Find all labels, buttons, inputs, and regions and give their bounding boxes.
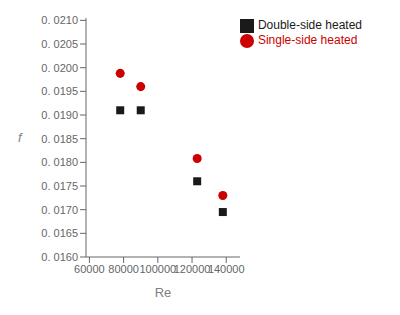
svg-text:0. 0195: 0. 0195 — [41, 85, 78, 97]
svg-text:120000: 120000 — [174, 263, 211, 275]
svg-text:0. 0170: 0. 0170 — [41, 204, 78, 216]
svg-text:0. 0205: 0. 0205 — [41, 38, 78, 50]
html-text:Single-side heated: Single-side heated — [257, 32, 358, 47]
svg-text:f: f — [18, 130, 23, 145]
svg-text:100000: 100000 — [139, 263, 176, 275]
svg-text:60000: 60000 — [74, 263, 105, 275]
svg-text:0. 0175: 0. 0175 — [41, 180, 78, 192]
svg-text:0. 0200: 0. 0200 — [41, 62, 78, 74]
svg-text:0. 0160: 0. 0160 — [41, 251, 78, 263]
svg-text:0. 0165: 0. 0165 — [41, 227, 78, 239]
svg-text:Re: Re — [155, 285, 172, 300]
svg-text:80000: 80000 — [108, 263, 139, 275]
svg-text:0. 0180: 0. 0180 — [41, 156, 78, 168]
svg-text:140000: 140000 — [208, 263, 245, 275]
svg-text:0. 0210: 0. 0210 — [41, 14, 78, 26]
svg-text:0. 0185: 0. 0185 — [41, 133, 78, 145]
html-text:Double-side heated: Double-side heated — [257, 18, 362, 32]
svg-text:0. 0190: 0. 0190 — [41, 109, 78, 121]
